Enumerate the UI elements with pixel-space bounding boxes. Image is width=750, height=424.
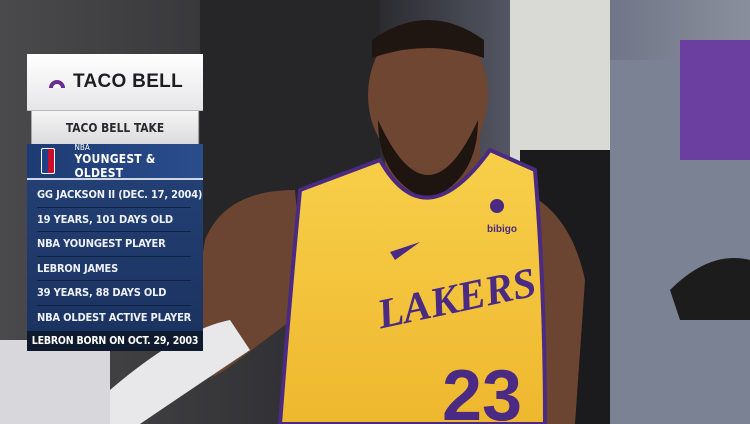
stat-row: NBA OLDEST ACTIVE PLAYER xyxy=(37,310,192,324)
courtside-towel xyxy=(0,340,110,424)
nike-logo xyxy=(390,242,420,260)
stat-rows: GG JACKSON II (DEC. 17, 2004) 19 YEARS, … xyxy=(27,180,203,331)
sneaker xyxy=(670,258,750,320)
sponsor-banner: TACO BELL xyxy=(27,54,203,111)
nba-logo-icon xyxy=(41,148,55,174)
stat-graphic: TACO BELL TACO BELL TAKE NBA YOUNGEST & … xyxy=(27,54,203,351)
jersey-sponsor: bibigo xyxy=(487,224,517,235)
sponsor-name: TACO BELL xyxy=(72,71,183,92)
bench-player xyxy=(680,40,750,160)
header-league: NBA xyxy=(74,142,90,152)
head xyxy=(368,20,488,170)
jersey-number: 23 xyxy=(442,356,522,424)
graphic-footer: LEBRON BORN ON OCT. 29, 2003 xyxy=(27,331,203,351)
referee-shirt xyxy=(510,0,610,170)
stat-row: 19 YEARS, 101 DAYS OLD xyxy=(37,208,191,232)
hair xyxy=(372,20,484,58)
stat-row: LEBRON JAMES xyxy=(37,257,191,281)
header-title: YOUNGEST & OLDEST xyxy=(74,151,156,180)
arm-sleeve xyxy=(100,320,250,424)
taco-bell-logo-icon xyxy=(48,80,65,88)
stat-row: GG JACKSON II (DEC. 17, 2004) xyxy=(37,183,202,208)
sponsor-patch xyxy=(490,199,504,213)
stat-row: NBA YOUNGEST PLAYER xyxy=(37,232,191,257)
beard xyxy=(378,120,478,200)
stat-row: 39 YEARS, 88 DAYS OLD xyxy=(37,281,191,306)
segment-title: TACO BELL TAKE xyxy=(31,111,199,144)
jersey xyxy=(277,147,548,424)
graphic-header: NBA YOUNGEST & OLDEST xyxy=(27,142,203,180)
